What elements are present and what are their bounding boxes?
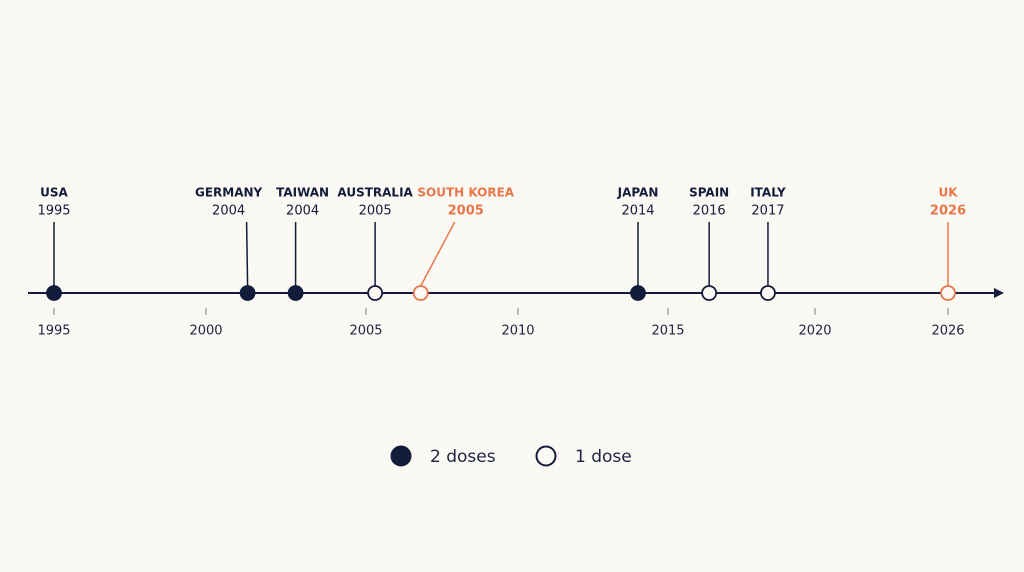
x-tick-label: 2005 — [349, 324, 382, 339]
legend-marker — [535, 445, 557, 467]
connector — [420, 221, 456, 287]
x-tick-label: 2000 — [189, 324, 222, 339]
event-year: 2016 — [693, 204, 726, 219]
event-dot — [287, 285, 304, 301]
connector — [245, 221, 249, 287]
x-tick-label: 1995 — [37, 324, 70, 339]
event-name: USA — [40, 186, 68, 200]
legend-marker — [390, 445, 412, 467]
event-dot — [760, 285, 776, 301]
event-year: 2014 — [621, 204, 654, 219]
x-tick-label: 2015 — [651, 324, 684, 339]
event-dot — [701, 285, 718, 301]
event-year: 2005 — [448, 204, 484, 219]
x-tick-label: 2020 — [798, 324, 831, 339]
event-dot — [412, 285, 429, 301]
event-dot — [239, 285, 256, 301]
legend-label: 1 dose — [575, 447, 632, 467]
event-dot — [630, 285, 646, 301]
event-name: UK — [938, 186, 958, 200]
event-name: TAIWAN — [276, 186, 329, 200]
event-name: AUSTRALIA — [337, 186, 413, 200]
x-tick-label: 2010 — [501, 324, 534, 339]
event-dot — [367, 285, 384, 301]
legend-label: 2 doses — [430, 447, 496, 467]
event-name: GERMANY — [195, 186, 263, 200]
event-dot — [46, 285, 62, 301]
event-year: 1995 — [37, 204, 70, 219]
event-name: JAPAN — [617, 186, 659, 200]
event-year: 2017 — [751, 204, 784, 219]
event-year: 2026 — [930, 204, 966, 219]
event-name: SPAIN — [689, 186, 729, 200]
event-year: 2005 — [359, 204, 392, 219]
event-year: 2004 — [286, 204, 319, 219]
event-name: ITALY — [750, 186, 786, 200]
event-name: SOUTH KOREA — [417, 186, 514, 200]
event-year: 2004 — [212, 204, 245, 219]
event-dot — [940, 285, 956, 301]
axis-arrow — [994, 288, 1004, 298]
x-tick-label: 2026 — [931, 324, 964, 339]
